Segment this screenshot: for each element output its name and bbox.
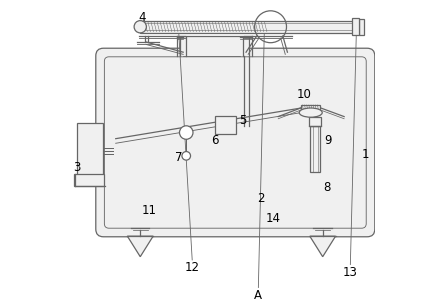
Text: 5: 5: [239, 114, 247, 127]
Text: 4: 4: [138, 11, 146, 24]
Text: 1: 1: [361, 148, 369, 160]
Bar: [140, 21, 359, 33]
Text: 3: 3: [73, 161, 81, 174]
Circle shape: [179, 126, 193, 139]
Text: 9: 9: [324, 134, 332, 147]
Circle shape: [182, 152, 190, 160]
Text: 14: 14: [266, 212, 281, 225]
Text: A: A: [254, 289, 262, 302]
Bar: [301, 105, 320, 112]
Text: 7: 7: [175, 151, 183, 164]
Text: 2: 2: [258, 192, 265, 205]
FancyBboxPatch shape: [96, 48, 375, 237]
Text: 6: 6: [212, 134, 219, 147]
Bar: [74, 174, 105, 186]
Bar: [78, 123, 102, 176]
Text: 10: 10: [297, 88, 312, 101]
Text: 12: 12: [185, 261, 200, 274]
Bar: [352, 18, 359, 35]
Polygon shape: [128, 236, 153, 257]
Bar: [215, 116, 236, 134]
Bar: [180, 36, 249, 56]
Polygon shape: [310, 236, 335, 257]
Bar: [310, 117, 321, 126]
Bar: [311, 126, 320, 172]
Circle shape: [134, 21, 146, 33]
Text: 13: 13: [343, 265, 358, 278]
Text: 11: 11: [142, 204, 157, 217]
Text: 8: 8: [323, 181, 331, 194]
Ellipse shape: [299, 108, 322, 117]
Bar: [359, 19, 365, 35]
